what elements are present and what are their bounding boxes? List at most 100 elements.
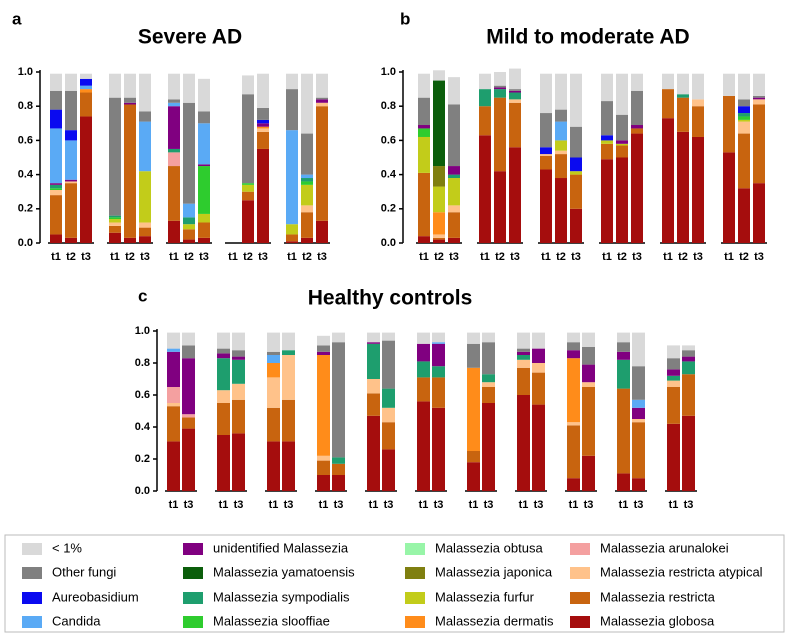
bar-segment: [317, 345, 330, 352]
bar-segment: [301, 73, 313, 134]
bar-segment: [417, 401, 430, 491]
bar-segment: [139, 111, 151, 122]
bar-segment: [282, 355, 295, 400]
bar-segment: [124, 104, 136, 238]
bar-segment: [570, 174, 582, 209]
bar-segment: [632, 478, 645, 491]
bar-segment: [232, 399, 245, 434]
bar-segment: [80, 73, 92, 79]
bar-segment: [482, 387, 495, 403]
bar-segment: [418, 125, 430, 129]
bar-segment: [677, 73, 689, 95]
bar-segment: [667, 345, 680, 359]
bar-segment: [479, 73, 491, 90]
bar-segment: [555, 140, 567, 151]
x-tick-label: t3: [684, 499, 694, 511]
legend-swatch: [183, 616, 203, 628]
bar-segment: [267, 441, 280, 491]
legend-label: Malassezia furfur: [435, 589, 535, 604]
bar-segment: [432, 366, 445, 378]
bar-segment: [124, 97, 136, 103]
bar-segment: [198, 164, 210, 167]
bar-segment: [433, 70, 445, 81]
bar-segment: [316, 220, 328, 243]
x-tick-label: t1: [663, 251, 673, 263]
bar-segment: [433, 186, 445, 213]
bar-segment: [317, 335, 330, 346]
bar-segment: [139, 121, 151, 172]
bar-segment: [418, 73, 430, 98]
y-tick-label: 0.0: [381, 237, 396, 249]
x-tick-label: t2: [302, 251, 312, 263]
bar-segment: [367, 393, 380, 416]
bar-segment: [167, 403, 180, 407]
bar-segment: [432, 377, 445, 408]
bar-segment: [417, 361, 430, 378]
bar-segment: [183, 229, 195, 240]
bar-segment: [467, 367, 480, 451]
x-tick-label: t3: [571, 251, 581, 263]
bar-segment: [332, 342, 345, 458]
bar-segment: [139, 222, 151, 228]
bar-segment: [617, 473, 630, 491]
bar-segment: [662, 118, 674, 243]
bar-segment: [632, 422, 645, 479]
bar-segment: [257, 128, 269, 132]
bar-segment: [242, 75, 254, 95]
bar-segment: [632, 407, 645, 419]
bar-segment: [139, 171, 151, 223]
bar-segment: [267, 351, 280, 355]
y-tick-label: 1.0: [381, 66, 396, 78]
y-tick-label: 0.4: [135, 421, 151, 433]
bar-segment: [139, 236, 151, 243]
bar-segment: [662, 73, 674, 90]
bar-segment: [168, 166, 180, 221]
bar-segment: [183, 203, 195, 218]
y-tick-label: 0.4: [381, 169, 397, 181]
bar-segment: [582, 455, 595, 491]
bar-segment: [582, 364, 595, 383]
bar-segment: [242, 191, 254, 201]
bar-segment: [753, 104, 765, 184]
y-tick-label: 0.2: [18, 203, 33, 215]
bar-segment: [316, 99, 328, 103]
bar-segment: [482, 403, 495, 491]
bar-segment: [382, 422, 395, 450]
bar-segment: [432, 342, 445, 344]
bar-segment: [167, 441, 180, 491]
legend-swatch: [183, 592, 203, 604]
legend-label: Malassezia yamatoensis: [213, 564, 355, 579]
bar-segment: [65, 140, 77, 180]
bar-segment: [617, 388, 630, 474]
legend-swatch: [570, 592, 590, 604]
bar-segment: [124, 73, 136, 98]
bar-segment: [433, 166, 445, 187]
y-tick-label: 1.0: [18, 66, 33, 78]
legend-label: Malassezia obtusa: [435, 540, 543, 555]
bar-segment: [567, 358, 580, 423]
bar-segment: [183, 73, 195, 103]
bar-segment: [167, 406, 180, 442]
bar-segment: [332, 332, 345, 343]
bar-segment: [532, 404, 545, 491]
bar-segment: [80, 89, 92, 93]
y-tick-label: 0.6: [18, 134, 33, 146]
bar-segment: [109, 219, 121, 223]
bar-segment: [692, 106, 704, 137]
bar-segment: [482, 382, 495, 387]
bar-segment: [217, 348, 230, 354]
bar-segment: [753, 73, 765, 96]
bar-segment: [582, 332, 595, 347]
bar-segment: [267, 377, 280, 408]
legend-swatch: [405, 592, 425, 604]
bar-segment: [382, 388, 395, 408]
x-tick-label: t2: [556, 251, 566, 263]
panel-letter: c: [138, 286, 147, 305]
bar-segment: [448, 77, 460, 105]
bar-segment: [257, 126, 269, 129]
bar-segment: [738, 106, 750, 114]
bar-segment: [217, 353, 230, 359]
y-tick-label: 0.8: [381, 100, 396, 112]
x-tick-label: t2: [184, 251, 194, 263]
